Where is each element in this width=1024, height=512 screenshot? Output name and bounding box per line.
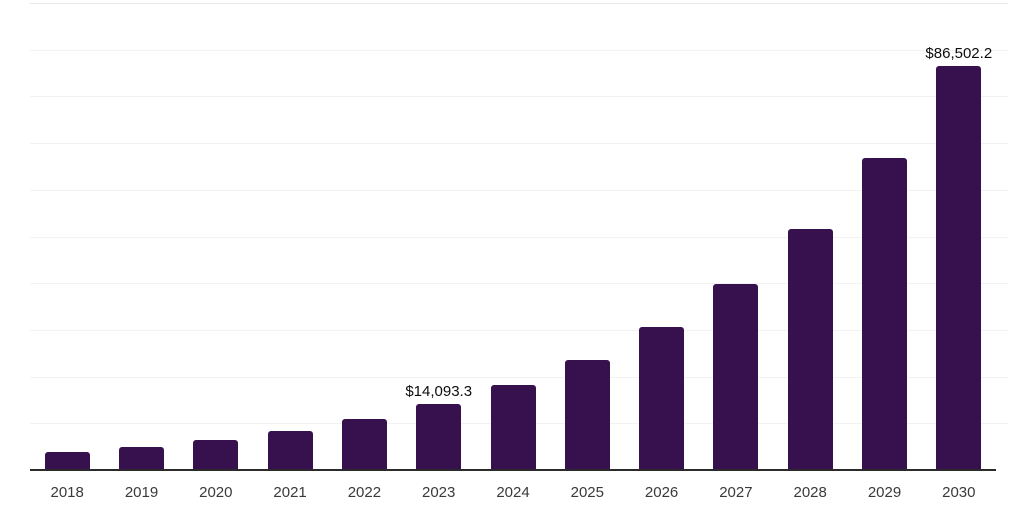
gridline — [30, 96, 1008, 98]
bar-2022 — [341, 419, 387, 470]
gridline — [30, 3, 1008, 4]
gridline — [30, 376, 1008, 378]
bar-2021 — [267, 430, 313, 470]
x-axis-tick-label: 2021 — [273, 484, 307, 501]
x-axis-tick-label: 2018 — [50, 484, 84, 501]
x-axis-tick-label: 2024 — [496, 484, 530, 501]
x-axis-tick-label: 2025 — [570, 484, 604, 501]
x-axis-tick-label: 2027 — [719, 484, 753, 501]
x-axis-tick-label: 2019 — [124, 484, 159, 501]
x-axis-tick-label: 2020 — [199, 484, 233, 501]
bar-2026 — [639, 326, 685, 470]
gridline — [30, 49, 1008, 51]
bar-2023 — [416, 404, 462, 470]
x-axis-tick-label: 2023 — [422, 484, 456, 501]
data-label-2030: $86,502.2 — [925, 45, 993, 62]
gridline — [30, 189, 1008, 191]
bar-2020 — [193, 439, 239, 470]
gridline — [30, 143, 1008, 145]
bar-2024 — [490, 384, 536, 470]
data-label-2023: $14,093.3 — [405, 383, 473, 401]
x-axis-tick-label: 2026 — [644, 484, 679, 501]
bar-2028 — [787, 229, 833, 470]
bar-2030 — [936, 66, 982, 470]
x-axis-tick-label: 2028 — [793, 484, 827, 501]
bar-2025 — [564, 359, 610, 470]
bar-2018 — [44, 452, 90, 470]
bar-2027 — [713, 284, 759, 470]
bar-2019 — [119, 446, 164, 470]
x-axis-tick-label: 2030 — [942, 484, 976, 501]
x-axis-line — [30, 469, 996, 471]
bar-2029 — [862, 158, 907, 470]
gridline — [30, 329, 1008, 331]
x-axis-tick-label: 2029 — [867, 484, 902, 501]
x-axis-tick-label: 2022 — [347, 484, 382, 501]
gridline — [30, 283, 1008, 285]
gridline — [30, 236, 1008, 238]
